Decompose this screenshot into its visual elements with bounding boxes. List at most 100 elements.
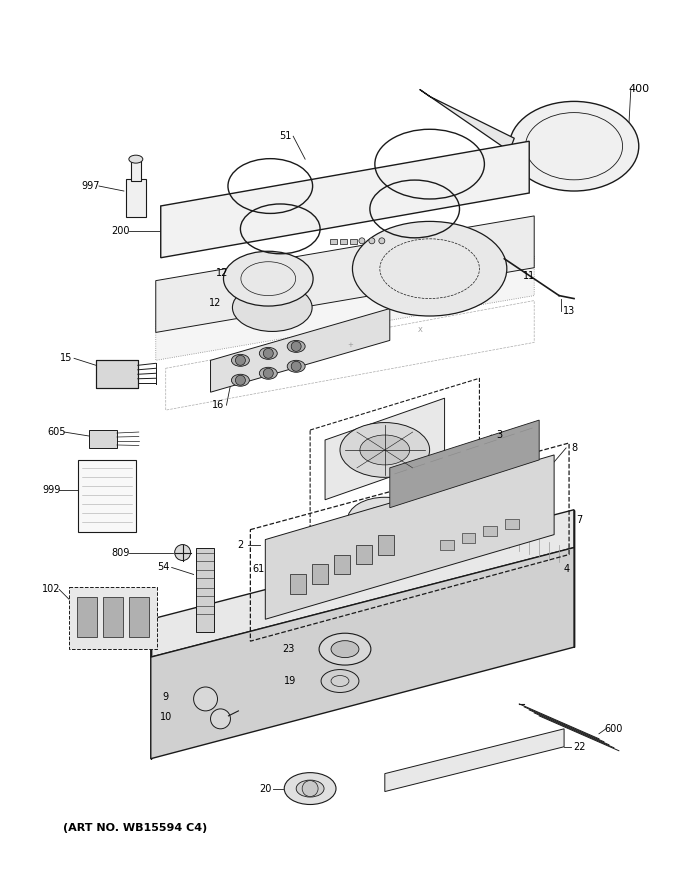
- Bar: [96, 360, 138, 388]
- Ellipse shape: [231, 355, 250, 366]
- Text: 809: 809: [112, 547, 130, 558]
- Text: 19: 19: [284, 676, 296, 686]
- Ellipse shape: [360, 435, 410, 465]
- Polygon shape: [385, 729, 564, 791]
- Text: 605: 605: [47, 427, 65, 437]
- Text: 51: 51: [279, 131, 292, 142]
- Bar: [334, 554, 350, 575]
- Polygon shape: [325, 398, 445, 500]
- Bar: [340, 238, 347, 244]
- Bar: [378, 535, 394, 554]
- Text: 16: 16: [212, 400, 224, 410]
- Polygon shape: [390, 420, 539, 508]
- Text: 600: 600: [605, 724, 623, 734]
- Ellipse shape: [259, 367, 277, 379]
- Bar: [69, 587, 157, 649]
- Text: 102: 102: [42, 584, 61, 594]
- Text: 20: 20: [259, 783, 271, 794]
- Ellipse shape: [509, 101, 639, 191]
- Ellipse shape: [224, 252, 313, 306]
- Polygon shape: [420, 90, 514, 151]
- Ellipse shape: [287, 360, 305, 372]
- Circle shape: [263, 369, 273, 378]
- Bar: [462, 532, 475, 543]
- Ellipse shape: [231, 374, 250, 386]
- Bar: [350, 238, 357, 244]
- Circle shape: [302, 781, 318, 796]
- Ellipse shape: [296, 780, 324, 797]
- Text: 200: 200: [112, 226, 130, 236]
- Polygon shape: [211, 309, 390, 392]
- Bar: [96, 360, 138, 388]
- Ellipse shape: [321, 670, 359, 693]
- Circle shape: [175, 545, 190, 561]
- Polygon shape: [151, 510, 574, 657]
- Ellipse shape: [284, 773, 336, 804]
- Circle shape: [379, 238, 385, 244]
- Bar: [196, 589, 214, 597]
- Ellipse shape: [319, 634, 371, 665]
- Text: X: X: [418, 327, 422, 334]
- Text: 2: 2: [237, 539, 243, 550]
- Ellipse shape: [340, 422, 430, 477]
- Ellipse shape: [347, 497, 422, 542]
- Ellipse shape: [352, 222, 507, 316]
- Bar: [129, 598, 149, 637]
- Bar: [312, 564, 328, 584]
- Text: 10: 10: [160, 712, 172, 722]
- Text: 13: 13: [563, 305, 575, 316]
- Circle shape: [359, 238, 365, 244]
- Bar: [131, 161, 141, 181]
- Circle shape: [291, 362, 301, 371]
- Bar: [89, 430, 117, 448]
- Text: 4: 4: [564, 564, 570, 575]
- Ellipse shape: [287, 341, 305, 352]
- Bar: [126, 179, 146, 216]
- Text: 400: 400: [628, 84, 649, 94]
- Text: 11: 11: [523, 271, 535, 281]
- Bar: [196, 570, 214, 578]
- Bar: [103, 598, 123, 637]
- Circle shape: [211, 709, 231, 729]
- Bar: [77, 598, 97, 637]
- Text: 999: 999: [42, 485, 61, 495]
- Ellipse shape: [331, 641, 359, 657]
- Circle shape: [369, 238, 375, 244]
- Bar: [439, 539, 454, 549]
- Text: 22: 22: [573, 742, 585, 752]
- Text: 3: 3: [496, 430, 503, 440]
- Ellipse shape: [129, 155, 143, 163]
- Text: 23: 23: [282, 644, 294, 654]
- Bar: [505, 518, 520, 529]
- Text: 54: 54: [158, 562, 170, 573]
- Text: 61: 61: [252, 564, 265, 575]
- Bar: [290, 575, 306, 594]
- Bar: [330, 238, 337, 244]
- Bar: [196, 553, 214, 561]
- Text: 12: 12: [216, 268, 228, 278]
- Bar: [196, 547, 214, 632]
- Text: +: +: [347, 342, 353, 348]
- Ellipse shape: [259, 348, 277, 359]
- Text: 9: 9: [163, 692, 169, 702]
- Bar: [483, 525, 497, 536]
- Text: 15: 15: [60, 354, 72, 363]
- Text: 7: 7: [576, 515, 582, 524]
- Circle shape: [263, 348, 273, 358]
- Bar: [78, 460, 136, 532]
- Ellipse shape: [233, 283, 312, 332]
- Polygon shape: [156, 216, 534, 333]
- Circle shape: [235, 375, 245, 385]
- Text: 997: 997: [82, 181, 100, 191]
- Circle shape: [235, 356, 245, 365]
- Circle shape: [291, 341, 301, 351]
- Circle shape: [194, 687, 218, 711]
- Text: 8: 8: [571, 443, 577, 453]
- Bar: [196, 606, 214, 614]
- Polygon shape: [151, 547, 574, 759]
- Text: (ART NO. WB15594 C4): (ART NO. WB15594 C4): [63, 824, 207, 833]
- Polygon shape: [265, 455, 554, 620]
- Polygon shape: [156, 256, 534, 360]
- Polygon shape: [160, 141, 529, 258]
- Bar: [356, 545, 372, 564]
